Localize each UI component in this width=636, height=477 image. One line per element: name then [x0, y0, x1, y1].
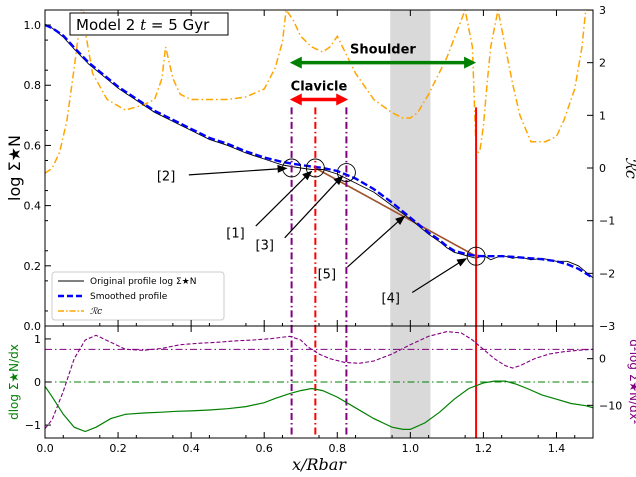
ytick-left-label-4: 0.8 [24, 79, 42, 92]
marker-circle-2 [336, 163, 356, 182]
annotation-label-3: [5] [318, 267, 336, 282]
annotation-arrowhead-3 [395, 215, 406, 226]
series-smoothed-profile [45, 23, 593, 279]
ytick-right-label-5: 2 [599, 57, 606, 70]
xtick-label-4: 0.8 [329, 442, 347, 455]
arrow-label-shoulder: Shoulder [350, 43, 416, 58]
legend: Original profile log Σ★N Smoothed profil… [51, 271, 225, 321]
ytick-bottom-right-label-1: 0 [599, 353, 606, 366]
bottom-panel [45, 326, 593, 438]
annotation-arrow-4 [411, 261, 461, 294]
top-ylabel-left: log Σ★N [5, 135, 24, 201]
top-panel: Shoulder Clavicle [2] [1] [3] [5] [4] [45, 10, 593, 326]
xtick-label-5: 1.0 [402, 442, 420, 455]
ytick-right-label-3: 0 [599, 162, 606, 175]
ytick-left-label-5: 1.0 [24, 19, 42, 32]
ytick-left-label-0: 0.0 [24, 320, 42, 333]
annotation-label-1: [1] [226, 227, 244, 242]
annotation-arrow-2 [284, 180, 339, 239]
marker-circle-1 [305, 158, 325, 178]
annotation-arrow-1 [255, 175, 307, 227]
annotation-arrow-0 [188, 168, 280, 176]
annotation-label-2: [3] [256, 239, 274, 254]
ytick-left-label-3: 0.6 [24, 139, 42, 152]
ytick-right-label-1: −2 [599, 267, 615, 280]
xtick-label-1: 0.2 [109, 442, 127, 455]
arrow-head-right-1 [336, 93, 349, 106]
annotation-label-4: [4] [382, 291, 400, 306]
xtick-label-6: 1.2 [475, 442, 493, 455]
ytick-bottom-left-label-1: 0 [34, 376, 41, 389]
ytick-bottom-left-label-0: −1 [25, 419, 41, 432]
ytick-left-label-1: 0.2 [24, 260, 42, 273]
series-second-derivative [45, 331, 593, 430]
xtick-label-3: 0.6 [255, 442, 273, 455]
arrow-head-left-0 [289, 56, 302, 69]
annotation-arrowhead-2 [333, 175, 344, 186]
xtick-label-7: 1.4 [548, 442, 566, 455]
bottom-plot-area [45, 326, 593, 438]
legend-label-rc: ℛc [90, 307, 102, 317]
axis-ticks: 0.0 0.2 0.4 0.6 0.8 1.0 1.2 1.4 0.0 0.2 0.4 0.6 0.8 1… [24, 4, 623, 455]
ytick-right-label-2: −1 [599, 215, 615, 228]
ytick-right-label-6: 3 [599, 4, 606, 17]
x-axis-label: x/Rbar [292, 455, 347, 474]
annotation-arrowhead-4 [456, 258, 468, 267]
annotation-arrowhead-1 [302, 170, 313, 181]
arrow-head-left-1 [289, 93, 302, 106]
xtick-label-0: 0.0 [36, 442, 54, 455]
marker-circle-3 [466, 246, 486, 266]
annotation-label-0: [2] [157, 170, 175, 185]
ytick-right-label-4: 1 [599, 109, 606, 122]
arrow-head-right-0 [464, 56, 477, 69]
series-linear-fit [314, 167, 477, 257]
legend-label-smoothed: Smoothed profile [90, 292, 168, 302]
top-ylabel-right: ℛc [622, 157, 636, 179]
bottom-ylabel-left: dlog Σ★N/dx [7, 344, 21, 420]
legend-box [51, 271, 225, 321]
legend-label-original: Original profile log Σ★N [90, 277, 196, 287]
series-first-derivative [45, 380, 593, 433]
chart-title: Model 2 t = 5 Gyr [76, 16, 210, 34]
arrow-label-clavicle: Clavicle [291, 79, 348, 94]
ytick-right-label-0: −3 [599, 320, 615, 333]
ytick-left-label-2: 0.4 [24, 200, 42, 213]
xtick-label-2: 0.4 [182, 442, 200, 455]
ytick-bottom-left-label-2: 1 [34, 333, 41, 346]
title-box [69, 12, 229, 36]
series-rc [45, 10, 593, 174]
ytick-bottom-right-label-0: −10 [599, 399, 622, 412]
annotation-arrowhead-0 [277, 164, 288, 173]
annotation-arrow-3 [347, 220, 400, 268]
bottom-ylabel-right: d²log Σ★N/dx² [627, 339, 636, 425]
